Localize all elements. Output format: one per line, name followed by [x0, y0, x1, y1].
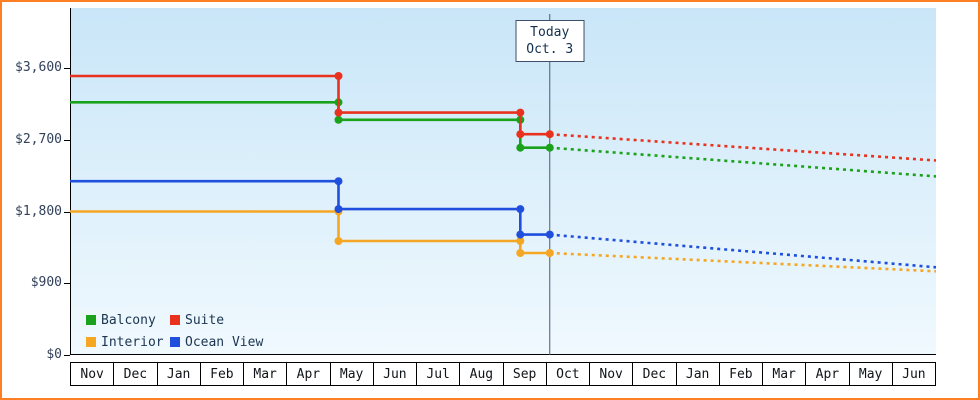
month-label-feb: Feb [718, 363, 762, 385]
price-point-suite [545, 130, 554, 139]
chart-legend: Balcony Suite Interior Ocean View [86, 312, 263, 350]
month-label-jul: Jul [416, 363, 459, 385]
month-label-dec: Dec [632, 363, 675, 385]
legend-swatch-suite [170, 315, 180, 325]
price-line-suite [70, 74, 550, 136]
legend-swatch-interior [86, 337, 96, 347]
month-label-jun: Jun [891, 363, 935, 385]
legend-swatch-ocean-view [170, 337, 180, 347]
forecast-line-suite [549, 132, 937, 162]
y-axis-label: $2,700 [15, 131, 62, 147]
price-point-balcony [516, 143, 525, 152]
price-point-interior [545, 249, 554, 257]
legend-item-interior: Interior [86, 334, 170, 350]
forecast-line-balcony [549, 146, 937, 178]
month-label-mar: Mar [243, 363, 286, 385]
month-label-apr: Apr [805, 363, 848, 385]
y-axis-label: $0 [46, 347, 62, 362]
month-label-apr: Apr [286, 363, 329, 385]
price-point-ocean-view [516, 205, 525, 214]
forecast-line-interior [549, 251, 937, 273]
legend-label: Interior [101, 334, 164, 350]
month-label-dec: Dec [113, 363, 156, 385]
legend-item-balcony: Balcony [86, 312, 170, 328]
price-point-balcony [545, 143, 554, 152]
y-axis-label: $1,800 [15, 203, 62, 219]
month-label-nov: Nov [589, 363, 632, 385]
y-axis-label: $3,600 [15, 60, 62, 75]
month-label-oct: Oct [545, 363, 589, 385]
price-point-ocean-view [334, 205, 343, 214]
price-point-interior [334, 237, 343, 245]
y-axis-label: $900 [30, 275, 62, 291]
price-point-ocean-view [334, 177, 343, 186]
y-axis-tick [64, 283, 70, 285]
today-label-line1: Today [530, 25, 570, 40]
month-label-feb: Feb [199, 363, 243, 385]
legend-item-suite: Suite [170, 312, 263, 328]
price-line-balcony [70, 101, 550, 149]
month-label-may: May [848, 363, 892, 385]
month-label-mar: Mar [762, 363, 805, 385]
legend-item-ocean-view: Ocean View [170, 334, 263, 350]
legend-label: Ocean View [185, 334, 264, 350]
price-point-interior [516, 249, 525, 257]
price-point-ocean-view [545, 230, 554, 239]
price-point-suite [516, 108, 525, 117]
legend-label: Suite [185, 312, 225, 328]
price-line-ocean-view [70, 179, 550, 236]
month-label-jan: Jan [675, 363, 719, 385]
month-label-jun: Jun [372, 363, 416, 385]
price-point-balcony [334, 115, 343, 124]
today-marker-label: Today Oct. 3 [515, 20, 585, 62]
month-label-aug: Aug [459, 363, 502, 385]
y-axis-tick [64, 68, 70, 69]
price-line-interior [70, 210, 550, 255]
price-point-interior [516, 237, 525, 245]
price-point-ocean-view [516, 230, 525, 239]
month-label-may: May [329, 363, 373, 385]
month-label-sep: Sep [502, 363, 546, 385]
price-point-suite [516, 130, 525, 139]
month-label-jan: Jan [156, 363, 200, 385]
today-label-line2: Oct. 3 [526, 42, 574, 57]
forecast-line-ocean-view [549, 233, 937, 269]
price-point-suite [334, 108, 343, 117]
legend-swatch-balcony [86, 315, 96, 325]
y-axis-tick [64, 355, 70, 356]
legend-label: Balcony [101, 312, 156, 328]
x-axis-month-strip: Nov Dec Jan Feb Mar Apr May Jun Jul Aug Sep Oct Nov D… [70, 362, 936, 386]
y-axis-tick [64, 139, 70, 141]
month-label-nov: Nov [80, 366, 104, 382]
y-axis-tick [64, 211, 70, 213]
price-point-suite [334, 72, 343, 80]
